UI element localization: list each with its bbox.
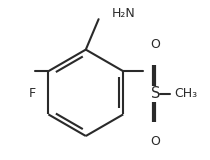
Text: H₂N: H₂N: [112, 7, 136, 20]
Text: O: O: [150, 135, 160, 148]
Text: S: S: [151, 86, 160, 101]
Text: O: O: [150, 38, 160, 51]
Text: F: F: [29, 87, 36, 100]
Text: CH₃: CH₃: [174, 87, 197, 100]
